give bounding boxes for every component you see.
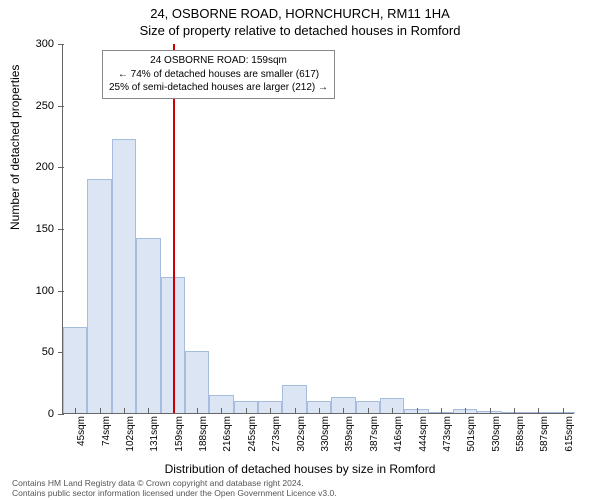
y-tick: 300 [58,44,64,45]
figure-root: 24, OSBORNE ROAD, HORNCHURCH, RM11 1HA S… [0,0,600,500]
x-tick: 444sqm [417,408,418,414]
x-tick: 302sqm [295,408,296,414]
x-tick-label: 245sqm [247,416,258,452]
x-tick-label: 615sqm [564,416,575,452]
x-tick-label: 416sqm [393,416,404,452]
x-tick-label: 216sqm [222,416,233,452]
x-tick: 530sqm [490,408,491,414]
annotation-line: 24 OSBORNE ROAD: 159sqm [109,54,328,68]
x-tick-label: 359sqm [344,416,355,452]
y-tick-label: 200 [36,161,54,173]
x-tick: 330sqm [319,408,320,414]
x-tick-label: 330sqm [320,416,331,452]
y-tick: 0 [58,414,64,415]
x-tick: 359sqm [343,408,344,414]
y-tick: 100 [58,291,64,292]
histogram-bar [63,327,87,413]
x-tick-label: 45sqm [76,416,87,446]
x-tick: 387sqm [368,408,369,414]
x-tick: 45sqm [75,408,76,414]
histogram-bar [185,351,209,413]
histogram-bar [112,139,136,413]
x-tick-label: 302sqm [296,416,307,452]
credit-line-1: Contains HM Land Registry data © Crown c… [12,478,337,488]
y-tick: 150 [58,229,64,230]
x-tick-label: 74sqm [101,416,112,446]
x-tick-label: 131sqm [149,416,160,452]
x-tick-label: 587sqm [539,416,550,452]
histogram-bar [136,238,160,413]
y-tick-label: 150 [36,223,54,235]
y-tick-label: 250 [36,100,54,112]
y-tick-label: 0 [48,408,54,420]
x-tick: 216sqm [221,408,222,414]
x-tick: 416sqm [392,408,393,414]
annotation-line: ← 74% of detached houses are smaller (61… [109,68,328,82]
y-tick-label: 300 [36,38,54,50]
x-axis-label: Distribution of detached houses by size … [0,462,600,476]
x-tick-label: 188sqm [198,416,209,452]
page-subtitle: Size of property relative to detached ho… [0,21,600,38]
x-tick-label: 444sqm [418,416,429,452]
histogram-bar [87,179,111,413]
plot-area: 05010015020025030045sqm74sqm102sqm131sqm… [62,44,574,414]
reference-line [173,44,175,413]
x-tick-label: 159sqm [174,416,185,452]
x-tick: 473sqm [441,408,442,414]
x-tick-label: 473sqm [442,416,453,452]
chart-area: 05010015020025030045sqm74sqm102sqm131sqm… [62,44,574,414]
x-tick: 273sqm [270,408,271,414]
x-tick: 615sqm [563,408,564,414]
y-tick-label: 50 [42,346,54,358]
x-tick-label: 387sqm [369,416,380,452]
y-tick-label: 100 [36,285,54,297]
y-axis-label: Number of detached properties [8,65,22,230]
x-tick: 501sqm [465,408,466,414]
x-tick: 102sqm [124,408,125,414]
x-tick: 245sqm [246,408,247,414]
credit-line-2: Contains public sector information licen… [12,488,337,498]
x-tick-label: 501sqm [466,416,477,452]
page-title: 24, OSBORNE ROAD, HORNCHURCH, RM11 1HA [0,0,600,21]
x-tick-label: 558sqm [515,416,526,452]
x-tick-label: 530sqm [491,416,502,452]
x-tick: 558sqm [514,408,515,414]
x-tick: 74sqm [100,408,101,414]
y-tick: 250 [58,106,64,107]
annotation-line: 25% of semi-detached houses are larger (… [109,81,328,95]
credits-text: Contains HM Land Registry data © Crown c… [12,478,337,498]
x-tick-label: 102sqm [125,416,136,452]
x-tick-label: 273sqm [271,416,282,452]
y-tick: 200 [58,167,64,168]
x-tick: 131sqm [148,408,149,414]
x-tick: 188sqm [197,408,198,414]
annotation-box: 24 OSBORNE ROAD: 159sqm← 74% of detached… [102,50,335,99]
x-tick: 587sqm [538,408,539,414]
